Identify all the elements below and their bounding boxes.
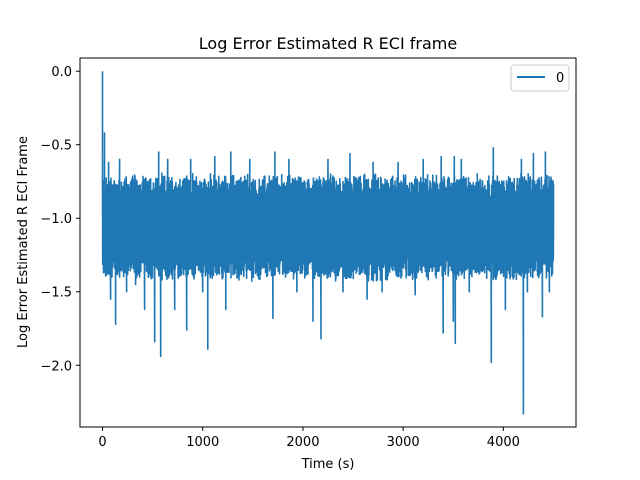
y-axis: 0.0 −0.5 −1.0 −1.5 −2.0: [40, 65, 80, 374]
x-tick-label: 0: [98, 435, 106, 450]
plot-frame: [79, 57, 577, 428]
y-tick-label: 0.0: [51, 65, 72, 80]
y-tick-label: −2.0: [40, 359, 72, 374]
legend-label: 0: [556, 71, 564, 86]
chart-title: Log Error Estimated R ECI frame: [199, 34, 457, 53]
x-tick-label: 4000: [487, 435, 520, 450]
y-tick-label: −0.5: [40, 139, 72, 154]
y-tick-label: −1.0: [40, 212, 72, 227]
x-axis-label: Time (s): [301, 457, 355, 472]
y-tick-label: −1.5: [40, 286, 72, 301]
series-line: [101, 71, 555, 415]
x-tick-label: 1000: [186, 435, 219, 450]
legend: 0: [510, 64, 570, 92]
x-axis: 0 1000 2000 3000 4000: [98, 427, 520, 450]
x-tick-label: 2000: [286, 435, 319, 450]
x-tick-label: 3000: [387, 435, 420, 450]
plot-series: [101, 71, 555, 415]
y-axis-label: Log Error Estimated R ECI Frame: [16, 136, 31, 348]
